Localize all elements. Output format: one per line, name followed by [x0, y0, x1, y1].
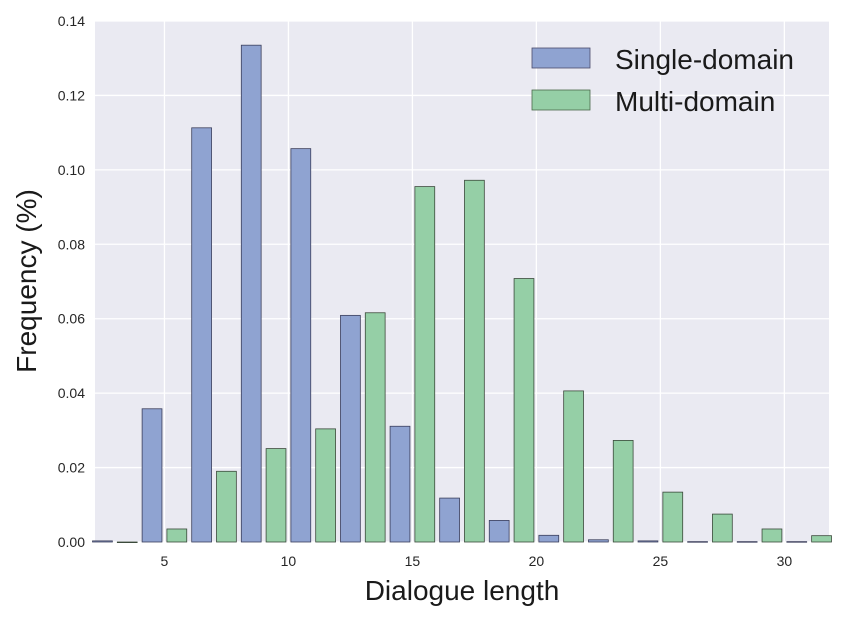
bar-single-domain — [786, 541, 808, 543]
tick-labels: 0.00 0.02 0.04 0.06 0.08 0.10 0.12 0.14 5 10 15 20 2… — [58, 13, 793, 569]
bar-multi-domain — [712, 513, 733, 543]
bar-single-domain — [588, 539, 609, 543]
legend: Single-domain Multi-domain — [531, 44, 794, 117]
y-tick-label: 0.02 — [58, 460, 85, 476]
bar-single-domain — [290, 148, 312, 543]
x-tick-label: 20 — [529, 553, 545, 569]
legend-label-multi-domain: Multi-domain — [615, 86, 775, 117]
y-tick-label: 0.04 — [58, 385, 85, 401]
bar-multi-domain — [563, 390, 584, 543]
bar-single-domain — [488, 520, 510, 543]
bar-single-domain — [637, 540, 659, 543]
bar-single-domain — [141, 408, 163, 543]
legend-swatch-multi-domain — [531, 89, 591, 111]
x-tick-label: 5 — [161, 553, 169, 569]
bar-multi-domain — [166, 528, 188, 543]
bar-single-domain — [687, 541, 708, 543]
bar-multi-domain — [116, 541, 138, 544]
x-axis-label: Dialogue length — [365, 575, 560, 606]
bar-multi-domain — [612, 440, 634, 543]
bar-multi-domain — [364, 312, 386, 543]
bar-multi-domain — [513, 278, 535, 543]
bar-single-domain — [340, 314, 361, 543]
y-tick-label: 0.10 — [58, 162, 85, 178]
bar-single-domain — [736, 541, 758, 543]
bar-multi-domain — [811, 535, 832, 543]
y-axis-label: Frequency (%) — [11, 189, 42, 373]
bar-single-domain — [439, 497, 460, 543]
y-tick-label: 0.14 — [58, 13, 85, 29]
y-tick-label: 0.00 — [58, 534, 85, 550]
plot-area — [95, 21, 829, 542]
bar-single-domain — [240, 44, 262, 543]
bar-single-domain — [92, 540, 113, 543]
bar-multi-domain — [315, 428, 336, 543]
bar-multi-domain — [265, 448, 287, 543]
bar-multi-domain — [464, 179, 485, 543]
bar-single-domain — [538, 534, 560, 543]
y-tick-label: 0.08 — [58, 236, 85, 252]
bar-multi-domain — [761, 528, 783, 543]
x-tick-label: 25 — [653, 553, 669, 569]
legend-label-single-domain: Single-domain — [615, 44, 794, 75]
y-tick-label: 0.06 — [58, 311, 85, 327]
y-tick-label: 0.12 — [58, 87, 85, 103]
bar-single-domain — [191, 127, 212, 543]
x-tick-label: 15 — [405, 553, 421, 569]
bars — [92, 44, 832, 544]
bar-multi-domain — [414, 186, 436, 543]
bar-multi-domain — [662, 491, 684, 543]
grid — [95, 20, 829, 543]
bar-multi-domain — [216, 470, 237, 543]
x-tick-label: 30 — [777, 553, 793, 569]
bar-single-domain — [389, 425, 411, 543]
legend-swatch-single-domain — [531, 47, 591, 69]
x-tick-label: 10 — [281, 553, 297, 569]
